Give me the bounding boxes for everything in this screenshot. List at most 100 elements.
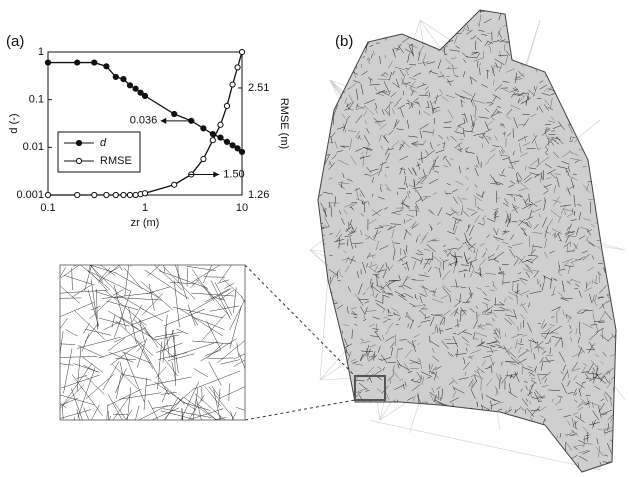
mesh-edge — [359, 437, 361, 444]
mesh-edge — [569, 79, 575, 84]
mesh-edge — [551, 456, 560, 458]
mesh-edge — [318, 262, 321, 264]
mesh-edge — [373, 454, 378, 455]
mesh-edge — [382, 431, 384, 442]
data-point — [230, 143, 235, 148]
mesh-edge — [343, 62, 351, 64]
mesh-edge — [593, 113, 597, 119]
mesh-edge — [506, 466, 512, 469]
inset-edge — [248, 278, 273, 319]
mesh-edge — [375, 465, 377, 468]
mesh-edge — [363, 34, 365, 40]
mesh-edge — [612, 268, 614, 271]
mesh-edge — [397, 415, 399, 417]
inset-edge — [40, 361, 58, 379]
mesh-edge — [427, 466, 436, 467]
data-point — [201, 156, 206, 161]
mesh-edge — [313, 37, 320, 43]
mesh-edge — [572, 93, 580, 95]
mesh-edge — [437, 471, 443, 477]
mesh-edge — [346, 376, 350, 379]
mesh-edge — [355, 406, 358, 416]
mesh-edge — [468, 455, 471, 463]
mesh-edge — [420, 471, 423, 472]
mesh-edge — [327, 103, 333, 104]
mesh-edge — [331, 0, 337, 9]
mesh-edge — [349, 67, 351, 70]
mesh-edge — [313, 206, 316, 217]
mesh-edge — [304, 453, 315, 456]
mesh-edge — [432, 11, 433, 22]
mesh-edge — [603, 180, 607, 183]
mesh-edge — [454, 409, 461, 410]
mesh-edge — [350, 21, 360, 27]
mesh-edge — [328, 26, 336, 31]
mesh-edge — [540, 428, 545, 429]
mesh-edge — [611, 50, 618, 51]
mesh-edge — [613, 43, 619, 48]
data-point — [92, 60, 97, 65]
mesh-edge — [405, 432, 407, 435]
mesh-edge — [312, 143, 316, 145]
mesh-edge — [435, 407, 440, 417]
mesh-edge — [491, 453, 492, 456]
mesh-edge — [359, 40, 362, 48]
mesh-edge — [595, 172, 600, 173]
mesh-edge — [357, 419, 360, 421]
mesh-edge — [314, 307, 322, 310]
data-point — [75, 192, 80, 197]
mesh-edge — [467, 442, 470, 453]
mesh-edge — [406, 10, 410, 16]
mesh-edge — [384, 467, 390, 472]
mesh-edge — [468, 464, 471, 467]
annotation-label: 1.50 — [223, 168, 244, 180]
mesh-edge — [415, 465, 422, 469]
mesh-edge — [348, 17, 351, 20]
mesh-edge — [594, 98, 601, 102]
mesh-edge — [541, 8, 547, 17]
mesh-edge — [459, 17, 464, 26]
legend-label: RMSE — [100, 155, 132, 167]
mesh-edge — [321, 73, 324, 76]
mesh-edge — [512, 9, 523, 13]
mesh-edge — [531, 436, 535, 437]
mesh-edge — [581, 104, 584, 108]
mesh-edge — [314, 9, 320, 19]
mesh-edge — [350, 67, 353, 68]
mesh-edge — [512, 447, 517, 451]
mesh-edge — [380, 430, 383, 432]
mesh-edge — [385, 436, 390, 441]
mesh-edge — [525, 4, 529, 10]
mesh-edge — [589, 113, 592, 118]
mesh-edge — [376, 33, 383, 38]
mesh-edge — [313, 11, 316, 13]
mesh-edge — [329, 58, 336, 61]
mesh-edge — [514, 36, 524, 40]
mesh-edge — [361, 420, 365, 429]
mesh-edge — [508, 429, 509, 432]
mesh-edge — [608, 121, 609, 125]
mesh-edge — [584, 64, 587, 73]
mesh-edge — [573, 60, 578, 70]
mesh-edge — [322, 349, 328, 357]
mesh-edge — [474, 453, 477, 456]
mesh-edge — [528, 30, 532, 39]
mesh-edge — [485, 433, 488, 438]
mesh-edge — [620, 254, 628, 255]
legend-marker — [76, 140, 81, 145]
mesh-edge — [598, 217, 606, 222]
mesh-edge — [464, 438, 470, 447]
mesh-edge — [617, 403, 620, 411]
mesh-edge — [335, 18, 336, 28]
mesh-edge — [604, 252, 610, 258]
mesh-edge — [326, 98, 328, 102]
mesh-edge — [572, 52, 579, 54]
mesh-edge — [391, 467, 397, 470]
mesh-edge — [324, 369, 327, 381]
data-point — [218, 135, 223, 140]
mesh-edge — [610, 30, 614, 33]
mesh-edge — [326, 119, 328, 127]
data-point — [133, 192, 138, 197]
mesh-edge — [419, 433, 421, 440]
mesh-edge — [599, 185, 605, 190]
